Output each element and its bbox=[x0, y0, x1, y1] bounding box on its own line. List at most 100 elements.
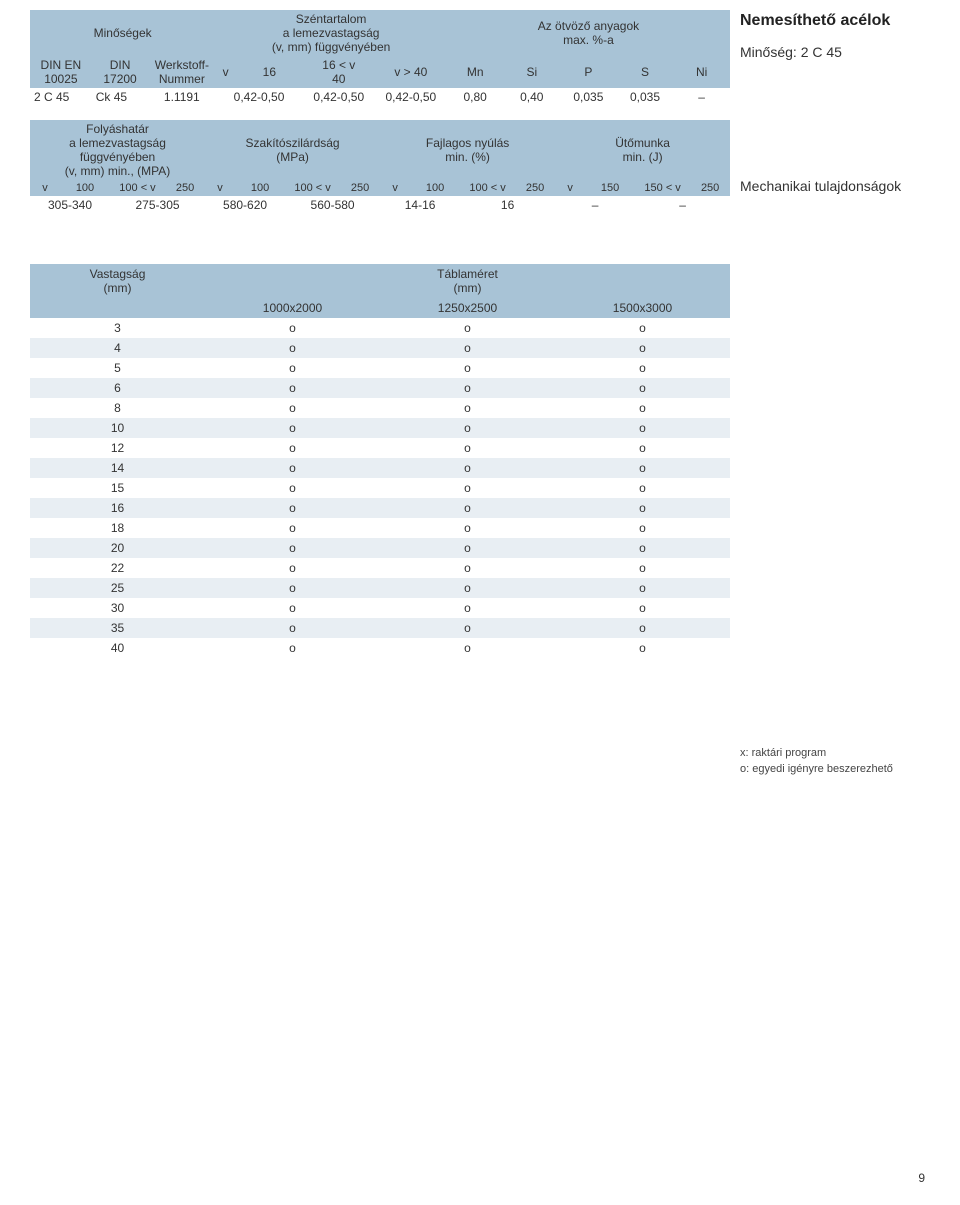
cell: o bbox=[555, 338, 730, 358]
cell-e2: 16 bbox=[460, 196, 555, 214]
table-row: 3ooo bbox=[30, 318, 730, 338]
cell: o bbox=[380, 478, 555, 498]
cell: o bbox=[205, 398, 380, 418]
cell: o bbox=[205, 318, 380, 338]
cell-p: 0,035 bbox=[560, 88, 617, 106]
hdr-sheet-spacer bbox=[205, 264, 380, 298]
table-row: 18ooo bbox=[30, 518, 730, 538]
cell: o bbox=[205, 418, 380, 438]
hdr-minoseg: Minőségek bbox=[30, 10, 215, 56]
table-row: 16ooo bbox=[30, 498, 730, 518]
hdr-impact-l2: min. (J) bbox=[623, 150, 663, 164]
cell: o bbox=[555, 538, 730, 558]
table-row: 305-340 275-305 580-620 560-580 14-16 16… bbox=[30, 196, 730, 214]
thickness-table: Vastagság (mm) Táblaméret (mm) 1000x2000… bbox=[30, 264, 730, 658]
hdr-c1: 1000x2000 bbox=[205, 298, 380, 318]
hdr-carbon: Széntartalom a lemezvastagság (v, mm) fü… bbox=[215, 10, 447, 56]
cell: o bbox=[555, 578, 730, 598]
hdr-yield-l3: függvényében bbox=[80, 150, 155, 164]
cell-v16: 0,42-0,50 bbox=[215, 88, 302, 106]
cell: o bbox=[555, 518, 730, 538]
hdr-s: S bbox=[617, 56, 674, 88]
cell-mn: 0,80 bbox=[447, 88, 504, 106]
legend-x: x: raktári program bbox=[740, 745, 893, 761]
h2-250-2: 250 bbox=[340, 180, 380, 196]
cell-ni: – bbox=[673, 88, 730, 106]
hdr-carbon-l3: (v, mm) függvényében bbox=[272, 40, 391, 54]
cell: o bbox=[555, 358, 730, 378]
cell: o bbox=[380, 518, 555, 538]
hdr-alloy-l1: Az ötvöző anyagok bbox=[538, 19, 639, 33]
h2-v-2: v bbox=[205, 180, 235, 196]
hdr-yield-l4: (v, mm) min., (MPA) bbox=[65, 164, 171, 178]
hdr-thick-l1: Vastagság bbox=[90, 267, 146, 281]
cell-s: 0,035 bbox=[617, 88, 674, 106]
hdr-16v-l2: 40 bbox=[332, 72, 345, 86]
cell: o bbox=[380, 498, 555, 518]
hdr-c3: 1500x3000 bbox=[555, 298, 730, 318]
thickness-tbody: 3ooo4ooo5ooo6ooo8ooo10ooo12ooo14ooo15ooo… bbox=[30, 318, 730, 658]
hdr-alloy-l2: max. %-a bbox=[563, 33, 614, 47]
page: Nemesíthető acélok Minőség: 2 C 45 Mecha… bbox=[0, 0, 960, 1205]
cell: o bbox=[205, 358, 380, 378]
cell-i2: – bbox=[635, 196, 730, 214]
cell: 40 bbox=[30, 638, 205, 658]
hdr-yield-l1: Folyáshatár bbox=[86, 122, 149, 136]
hdr-v: v bbox=[215, 56, 236, 88]
hdr-tensile-l2: (MPa) bbox=[276, 150, 309, 164]
cell: o bbox=[380, 318, 555, 338]
cell-t1: 580-620 bbox=[205, 196, 285, 214]
table-row: 40ooo bbox=[30, 638, 730, 658]
table-row: 20ooo bbox=[30, 538, 730, 558]
cell: 14 bbox=[30, 458, 205, 478]
h2-100-3: 100 bbox=[410, 180, 460, 196]
cell: o bbox=[555, 458, 730, 478]
cell: o bbox=[555, 498, 730, 518]
cell: o bbox=[555, 558, 730, 578]
table-row: 22ooo bbox=[30, 558, 730, 578]
hdr-yield: Folyáshatár a lemezvastagság függvényébe… bbox=[30, 120, 205, 180]
doc-title: Nemesíthető acélok bbox=[740, 12, 940, 30]
cell: o bbox=[380, 578, 555, 598]
cell: 25 bbox=[30, 578, 205, 598]
hdr-alloy: Az ötvöző anyagok max. %-a bbox=[447, 10, 730, 56]
h2-150-4: 150 bbox=[585, 180, 635, 196]
hdr-werk-l1: Werkstoff- bbox=[155, 58, 209, 72]
hdr-yield-l2: a lemezvastagság bbox=[69, 136, 166, 150]
cell: o bbox=[380, 598, 555, 618]
cell: 30 bbox=[30, 598, 205, 618]
hdr-empty bbox=[30, 298, 205, 318]
table-row: 5ooo bbox=[30, 358, 730, 378]
cell: o bbox=[380, 398, 555, 418]
cell: o bbox=[205, 618, 380, 638]
cell: 16 bbox=[30, 498, 205, 518]
hdr-din-en: DIN EN 10025 bbox=[30, 56, 92, 88]
hdr-16-40: 16 < v 40 bbox=[303, 56, 375, 88]
right-column: Nemesíthető acélok Minőség: 2 C 45 Mecha… bbox=[740, 12, 940, 214]
cell: o bbox=[555, 318, 730, 338]
cell: o bbox=[380, 618, 555, 638]
cell: 20 bbox=[30, 538, 205, 558]
cell: 5 bbox=[30, 358, 205, 378]
cell: o bbox=[555, 638, 730, 658]
cell-t2: 560-580 bbox=[285, 196, 380, 214]
hdr-thick: Vastagság (mm) bbox=[30, 264, 205, 298]
h2-250-4: 250 bbox=[690, 180, 730, 196]
cell: o bbox=[205, 458, 380, 478]
h2-100-2: 100 bbox=[235, 180, 285, 196]
h2-250-3: 250 bbox=[515, 180, 555, 196]
h2-100v-2: 100 < v bbox=[285, 180, 340, 196]
cell: o bbox=[205, 478, 380, 498]
h2-250-1: 250 bbox=[165, 180, 205, 196]
page-number: 9 bbox=[918, 1171, 925, 1185]
cell: o bbox=[380, 458, 555, 478]
hdr-tensile-l1: Szakítószilárdság bbox=[246, 136, 340, 150]
hdr-impact: Ütőmunka min. (J) bbox=[555, 120, 730, 180]
cell: 22 bbox=[30, 558, 205, 578]
hdr-mn: Mn bbox=[447, 56, 504, 88]
hdr-16: 16 bbox=[236, 56, 303, 88]
table-row: 10ooo bbox=[30, 418, 730, 438]
h2-v-4: v bbox=[555, 180, 585, 196]
hdr-p: P bbox=[560, 56, 617, 88]
hdr-din-l1: DIN bbox=[110, 58, 131, 72]
